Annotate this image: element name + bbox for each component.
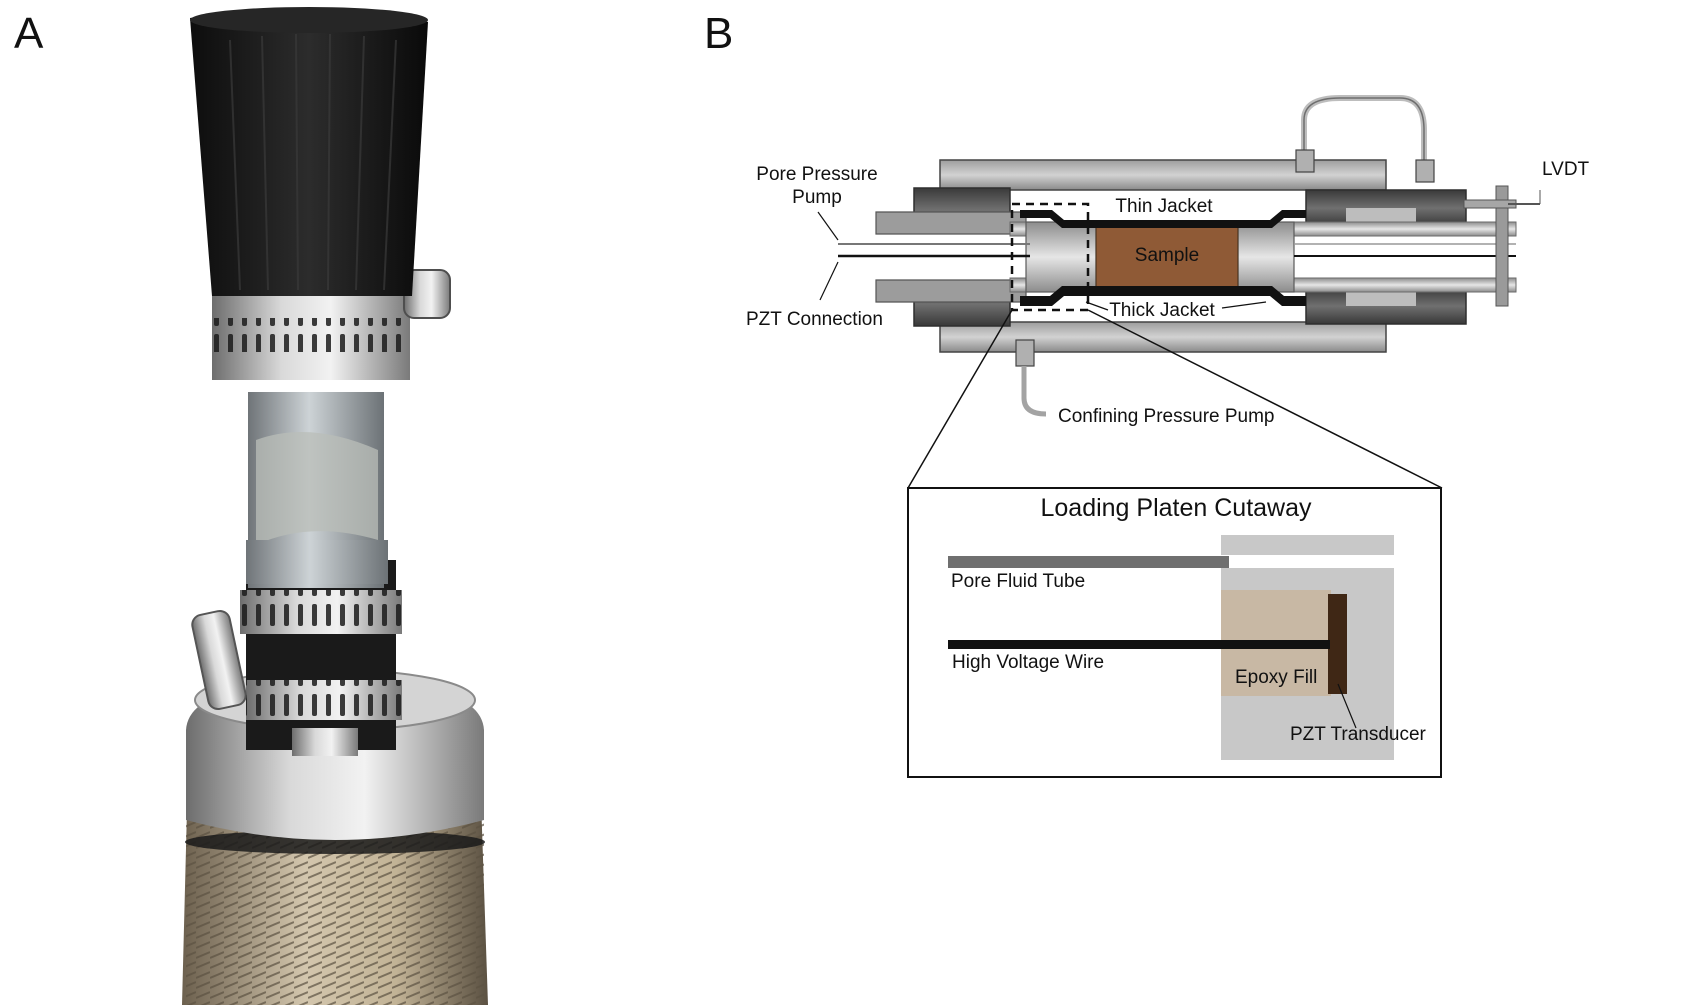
vessel-barrel-top xyxy=(939,159,1387,191)
tube-fitting-left xyxy=(1295,149,1315,173)
zoom-line-left xyxy=(907,309,1013,489)
label-pzt-connection: PZT Connection xyxy=(746,309,883,330)
tape-band xyxy=(246,540,388,584)
leader-pore-pressure xyxy=(817,211,839,241)
left-piston-flange-bottom xyxy=(875,279,1027,303)
right-loading-platen xyxy=(1237,221,1295,293)
rubber-sleeve xyxy=(190,8,428,297)
inset-cutaway: Loading Platen Cutaway Pore Fluid Tube H… xyxy=(907,487,1442,778)
label-sample: Sample xyxy=(1135,245,1199,266)
clamp-screw-housing xyxy=(191,609,247,711)
label-epoxy-fill: Epoxy Fill xyxy=(1235,667,1317,688)
pore-fluid-tube xyxy=(948,556,1229,568)
panel-letter-b: B xyxy=(704,9,733,58)
o-ring xyxy=(185,830,485,854)
leader-pzt xyxy=(819,261,839,301)
confining-tube xyxy=(1021,366,1047,417)
inset-title: Loading Platen Cutaway xyxy=(1040,494,1312,522)
label-thick-jacket: Thick Jacket xyxy=(1109,300,1215,321)
label-high-voltage-wire: High Voltage Wire xyxy=(952,652,1104,673)
confining-fitting xyxy=(1015,339,1035,367)
left-piston-flange-top xyxy=(875,211,1027,235)
label-lvdt: LVDT xyxy=(1542,159,1590,180)
tape-overlap xyxy=(256,432,378,545)
label-pore-pressure-pump-1: Pore Pressure xyxy=(756,164,877,185)
panel-b: B xyxy=(704,9,1590,778)
cutaway-marker xyxy=(1010,202,1090,312)
platen-top-slab xyxy=(1221,535,1394,555)
label-pore-pressure-pump-2: Pump xyxy=(792,187,842,208)
tube-fitting-right xyxy=(1415,159,1435,183)
top-tubing xyxy=(1301,95,1427,160)
vessel-schematic xyxy=(817,95,1541,489)
sample-assembly-photo xyxy=(182,7,488,1005)
lower-jacket xyxy=(246,560,396,750)
thin-jacket xyxy=(1020,210,1306,228)
label-pzt-transducer: PZT Transducer xyxy=(1290,724,1427,745)
label-thin-jacket: Thin Jacket xyxy=(1115,196,1213,217)
panel-a: A xyxy=(14,7,488,1005)
leader-pzt-transducer xyxy=(1337,683,1357,729)
label-confining-pressure-pump: Confining Pressure Pump xyxy=(1058,406,1275,427)
label-pore-fluid-tube: Pore Fluid Tube xyxy=(951,571,1085,592)
left-loading-platen xyxy=(1025,221,1097,293)
zoom-line-right xyxy=(1087,309,1443,489)
panel-letter-a: A xyxy=(14,9,44,58)
thick-jacket xyxy=(1020,286,1306,306)
pzt-transducer xyxy=(1328,594,1347,694)
sleeve-rim xyxy=(190,7,428,33)
high-voltage-wire xyxy=(948,640,1330,649)
lvdt-body xyxy=(1495,185,1509,307)
platen-stem xyxy=(292,728,358,756)
